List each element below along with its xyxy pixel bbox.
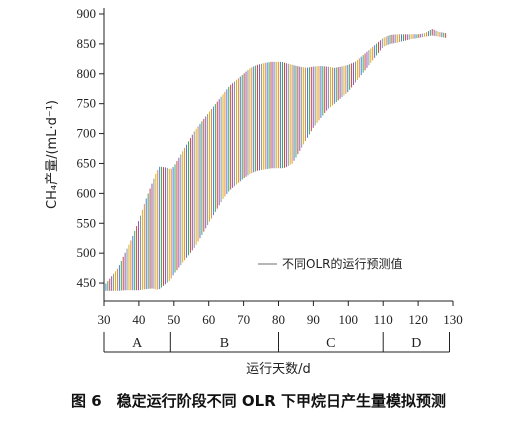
y-tick-label-450: 450 bbox=[77, 275, 97, 290]
y-axis-title: CH₄产量/(mL·d⁻¹) bbox=[45, 100, 60, 209]
y-tick-label-900: 900 bbox=[77, 6, 97, 21]
y-tick-label-500: 500 bbox=[77, 245, 97, 260]
x-tick-label-130: 130 bbox=[443, 312, 463, 327]
stage-label-D: D bbox=[411, 336, 421, 351]
x-tick-label-100: 100 bbox=[339, 312, 359, 327]
legend: 不同OLR的运行预测值 bbox=[258, 256, 402, 271]
y-tick-label-550: 550 bbox=[77, 215, 97, 230]
stage-label-B: B bbox=[220, 336, 229, 351]
stage-bracket: A B C D bbox=[103, 332, 451, 353]
x-tick-label-50: 50 bbox=[167, 312, 180, 327]
x-tick-label-60: 60 bbox=[202, 312, 215, 327]
x-tick-label-30: 30 bbox=[98, 312, 111, 327]
x-tick-label-90: 90 bbox=[307, 312, 320, 327]
axes: 450 500 550 600 650 700 750 800 850 900 30 40 50 60 70… bbox=[77, 6, 463, 327]
y-tick-label-800: 800 bbox=[77, 66, 97, 81]
stage-label-C: C bbox=[326, 336, 335, 351]
legend-label: 不同OLR的运行预测值 bbox=[282, 256, 402, 271]
stage-label-A: A bbox=[132, 336, 143, 351]
x-tick-label-70: 70 bbox=[237, 312, 250, 327]
y-tick-label-700: 700 bbox=[77, 126, 97, 141]
figure-caption: 图 6 稳定运行阶段不同 OLR 下甲烷日产生量模拟预测 bbox=[71, 392, 446, 410]
y-tick-label-650: 650 bbox=[77, 155, 97, 170]
y-tick-label-850: 850 bbox=[77, 36, 97, 51]
x-tick-label-40: 40 bbox=[132, 312, 145, 327]
x-tick-label-120: 120 bbox=[408, 312, 428, 327]
y-tick-label-600: 600 bbox=[77, 185, 97, 200]
y-tick-label-750: 750 bbox=[77, 96, 97, 111]
plot-area bbox=[103, 29, 447, 291]
x-tick-label-80: 80 bbox=[272, 312, 285, 327]
x-axis-title: 运行天数/d bbox=[246, 362, 311, 377]
x-tick-label-110: 110 bbox=[374, 312, 393, 327]
